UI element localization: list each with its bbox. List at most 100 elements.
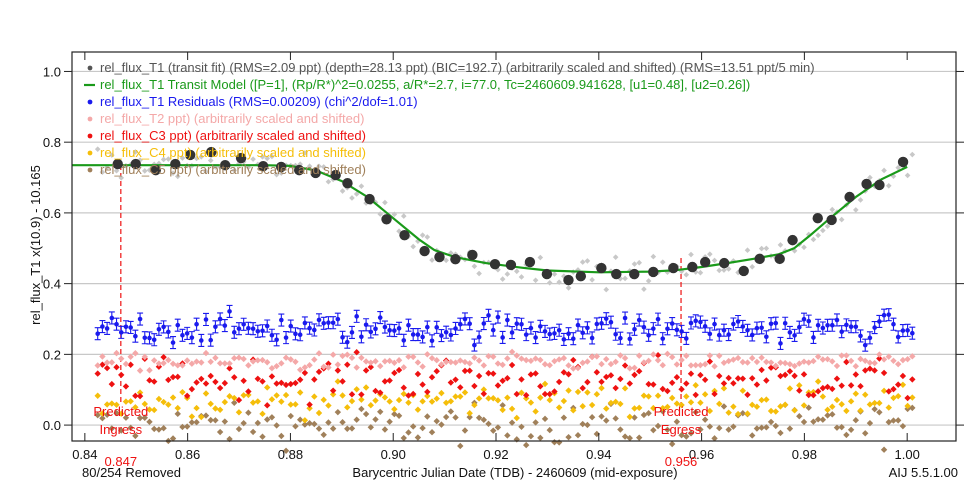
data-point [367,359,375,366]
data-point [631,371,638,379]
data-point [692,391,699,399]
raw-point [603,286,610,293]
data-point [306,405,313,412]
raw-point [659,259,666,265]
data-point [447,379,455,386]
residual-point [834,317,840,323]
data-point [132,392,139,400]
data-point [579,420,586,428]
raw-point [198,153,205,160]
raw-point [801,244,807,251]
data-point [494,397,502,404]
data-point [235,409,243,416]
residual-point [316,317,322,323]
data-point [838,352,845,359]
egress-value: 0.956 [665,454,698,469]
data-point [843,358,850,366]
data-point [650,404,657,412]
data-point [626,413,633,421]
data-point [226,360,233,367]
data-point [409,353,417,361]
axis-ticks: 0.0 0.2 0.4 0.6 0.8 1.0 0.84 0.86 0.88 0.90 0.92 0.… [43,52,964,462]
data-point [151,378,158,385]
data-point [438,421,445,428]
data-point [419,424,426,432]
residual-point [764,334,769,340]
data-point [146,406,153,413]
residual-point [801,316,807,322]
data-point [673,418,681,425]
residual-point [264,323,270,329]
data-point [358,354,365,361]
data-point [796,360,803,367]
data-point [292,379,299,387]
data-point [348,354,356,362]
raw-point [518,274,525,280]
data-point [466,360,473,367]
data-point [485,353,492,360]
data-point [876,351,883,358]
data-point [202,380,210,387]
data-point [160,359,167,367]
legend-dot-icon [87,99,93,105]
data-point [273,380,280,387]
data-point [386,418,393,425]
data-point [603,355,610,363]
data-point [565,387,572,394]
data-point [212,354,219,362]
data-point [706,352,714,359]
data-point [395,412,403,419]
data-point [259,378,266,385]
data-point [386,377,393,384]
data-point [442,399,450,406]
data-point [264,359,271,366]
data-point [329,425,337,432]
data-point [862,357,869,364]
data-point [725,426,732,433]
raw-point [561,273,567,280]
data-point [118,410,125,417]
data-point [598,378,605,386]
raw-point [302,150,308,156]
data-point [193,419,200,426]
residual-point [373,326,378,332]
data-point [183,423,191,430]
data-point [541,415,549,423]
data-point [763,396,770,403]
raw-point [170,170,176,176]
data-point [659,385,666,393]
residual-point [891,321,896,327]
series-binned-t1 [112,146,909,286]
data-point [847,398,855,405]
binned-point [219,159,231,171]
x-tick-label: 0.98 [792,447,817,462]
data-point [791,372,798,380]
data-point [814,416,822,423]
data-point [612,398,619,406]
residual-point [279,317,284,323]
legend-entry: rel_flux_C3 ppt) (arbitrarily scaled and… [100,128,366,143]
data-point [819,356,827,363]
residual-point [500,335,505,340]
binned-point [648,266,659,278]
data-point [687,399,695,406]
data-point [636,368,643,375]
residual-point [693,318,699,324]
data-point [391,359,398,366]
data-point [198,359,205,366]
data-point [579,403,586,410]
data-point [880,446,888,453]
data-point [296,366,304,373]
residual-point [900,328,906,333]
data-point [254,398,261,405]
residual-point [773,320,779,326]
data-point [344,425,351,432]
ingress-label-line1: Predicted [93,404,148,419]
data-point [734,410,742,418]
data-point [494,424,502,431]
data-point [202,412,210,419]
data-point [570,365,577,372]
data-point [527,357,535,365]
data-point [127,398,134,405]
data-point [344,351,351,358]
